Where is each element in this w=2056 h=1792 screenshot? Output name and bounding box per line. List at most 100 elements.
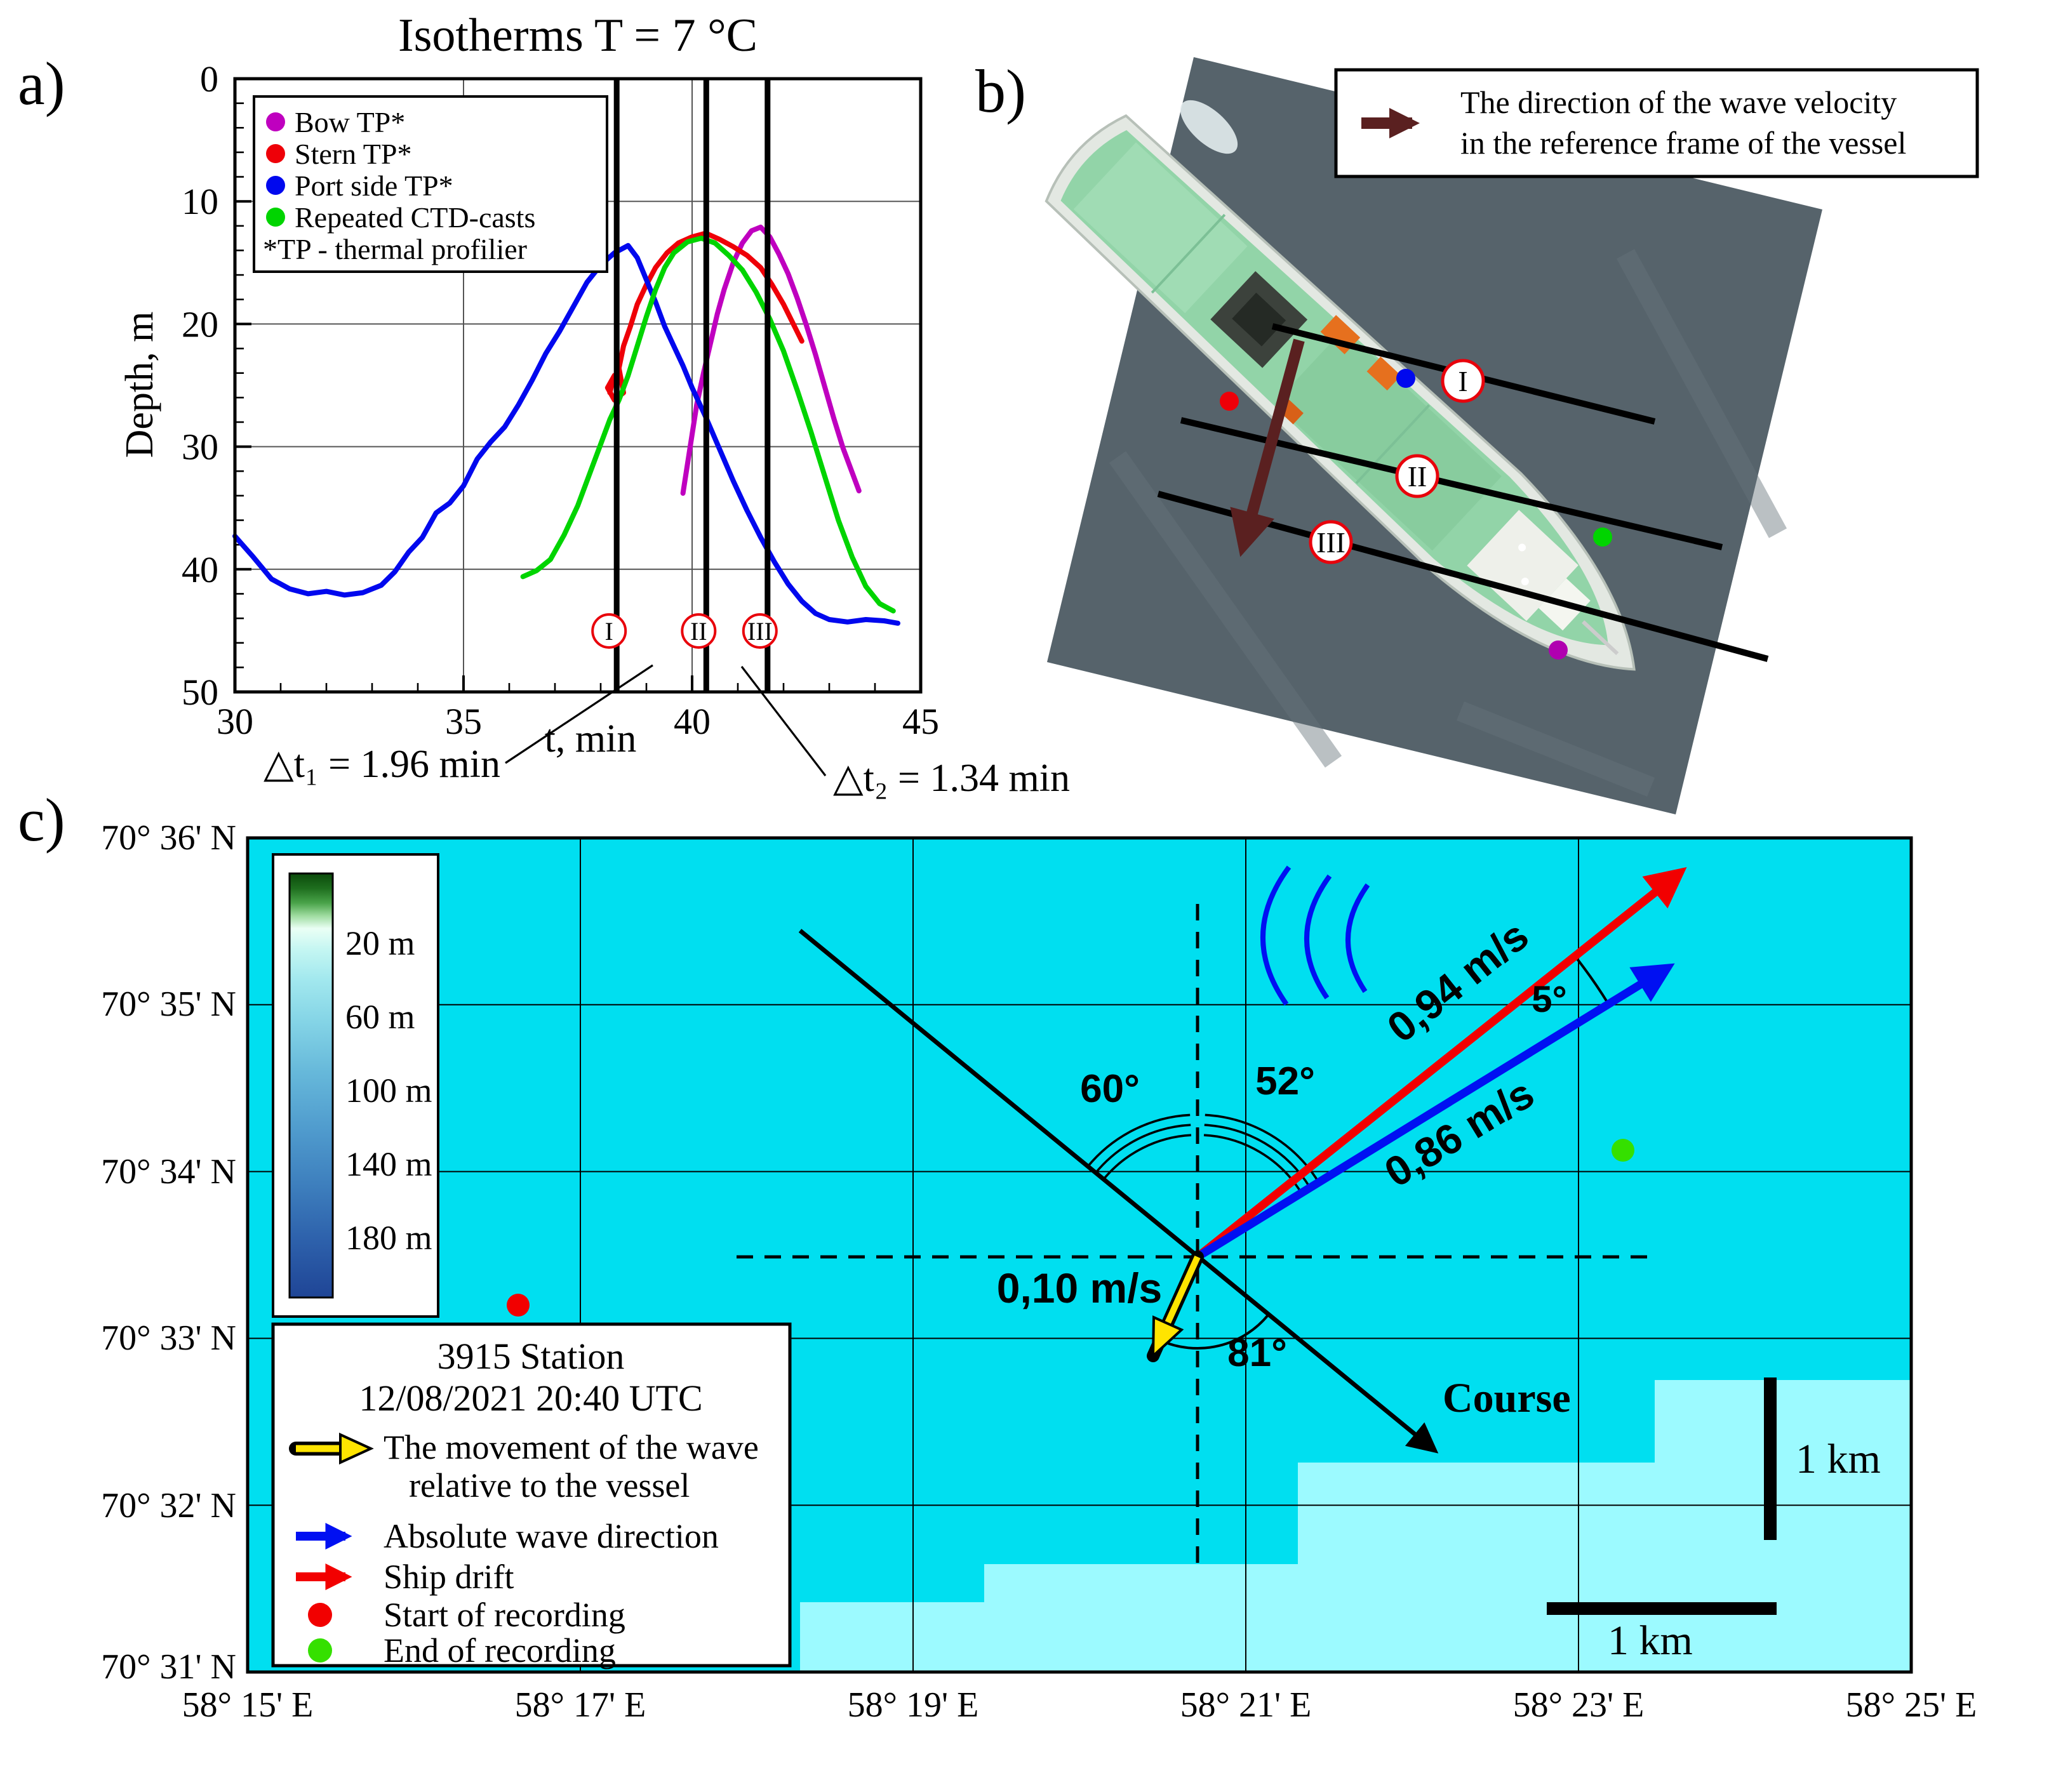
legend-box (1334, 68, 1979, 178)
transect-badge-label: I (1458, 365, 1467, 397)
legend-box (253, 95, 608, 273)
lon-label: 58° 17' E (515, 1685, 646, 1725)
yellow-arrow-icon (289, 1432, 374, 1465)
legend-item-label: Ship drift (384, 1558, 514, 1596)
red-dot-icon (308, 1603, 332, 1627)
map-axis-labels: 70° 36' N 70° 35' N 70° 34' N 70° 33' N … (101, 818, 1977, 1725)
lon-label: 58° 23' E (1513, 1685, 1645, 1725)
colorbar-label: 60 m (345, 998, 415, 1036)
lat-label: 70° 33' N (101, 1318, 236, 1358)
colorbar-gradient (288, 872, 334, 1299)
legend-label: Stern TP* (295, 138, 411, 170)
transect-badges: I II III (1309, 359, 1485, 564)
transect-badge-label: III (1316, 526, 1345, 559)
legend-line-2: in the reference frame of the vessel (1460, 125, 1906, 161)
ship-funnel (1232, 293, 1286, 347)
water-texture (1109, 249, 1787, 797)
start-recording-dot (507, 1294, 530, 1317)
deck-seam (1355, 404, 1431, 484)
lat-label: 70° 34' N (101, 1152, 236, 1191)
legend-marker (266, 112, 285, 131)
depth-colorbar: 20 m 60 m 100 m 140 m 180 m (272, 853, 439, 1318)
lon-label: 58° 25' E (1846, 1685, 1977, 1725)
plot-frame (233, 77, 923, 694)
shallow-area (800, 1380, 1911, 1672)
lon-label: 58° 15' E (182, 1685, 314, 1725)
deck-seam (1151, 213, 1226, 294)
relative-speed-label: 0,10 m/s (997, 1264, 1163, 1311)
x-axis-title: t, min (545, 717, 637, 760)
lifeboat-orange (1366, 356, 1401, 391)
legend-marker (266, 144, 285, 163)
chart-legend: Bow TP*Stern TP*Port side TP*Repeated CT… (253, 95, 608, 273)
angle-label-5: 5° (1532, 979, 1566, 1020)
end-recording-dot (1612, 1139, 1634, 1162)
transect-badge-circle (1395, 454, 1439, 498)
angle-arc-81 (1159, 1313, 1270, 1350)
lat-label: 70° 35' N (101, 985, 236, 1024)
lat-label: 70° 31' N (101, 1647, 236, 1687)
ship-wake-foam (1180, 100, 1238, 154)
series-repeated-ctd-casts (520, 236, 896, 614)
map-frame (246, 836, 1913, 1674)
angle-label-52: 52° (1255, 1059, 1315, 1103)
y-tick-label: 10 (182, 181, 218, 222)
legend-label: Bow TP* (295, 106, 405, 138)
legend-label: Repeated CTD-casts (295, 201, 535, 234)
angle-arcs-60 (1086, 1113, 1192, 1181)
ctd-dot (1593, 528, 1612, 547)
deck-detail (1518, 543, 1526, 552)
colorbar-label: 140 m (345, 1145, 432, 1183)
event-circle-III (742, 613, 778, 649)
legend-line-1: The direction of the wave velocity (1460, 84, 1897, 120)
event-circle-I (591, 613, 627, 649)
lat-label: 70° 36' N (101, 818, 236, 858)
course-line (798, 929, 1439, 1454)
panel-b-letter: b) (975, 57, 1026, 125)
legend-note: *TP - thermal profilier (263, 233, 527, 265)
legend-item-label: The movement of the wave (384, 1428, 759, 1466)
colorbar-label: 100 m (345, 1072, 432, 1110)
annotation-dt2: △t₂ = 1.34 min (833, 757, 1070, 800)
panel-a-letter: a) (18, 50, 65, 117)
y-tick-label: 50 (182, 672, 218, 713)
station-map-panel: c) Course (18, 786, 1977, 1725)
isotherm-chart-panel: a) Isotherms T = 7 °C 30 35 40 45 0 10 20 30 40 5… (18, 10, 1070, 800)
transect-badge-label: II (1408, 460, 1427, 493)
wave-direction-legend: The direction of the wave velocity in th… (1334, 68, 1979, 178)
transect-badge-circle (1441, 359, 1485, 403)
wave-velocity-arrow (1230, 338, 1305, 557)
lon-label: 58° 21' E (1180, 1685, 1312, 1725)
series-port-side-tp- (232, 242, 900, 626)
scale-bar: 1 km 1 km (1547, 1377, 1881, 1664)
bow-mast (1582, 620, 1619, 656)
series-bow-tp- (680, 224, 862, 496)
y-tick-label: 20 (182, 303, 218, 345)
bow-tp-dot (1549, 640, 1568, 660)
station-legend: 3915 Station 12/08/2021 20:40 UTC The mo… (271, 1322, 792, 1669)
legend-item-label: Absolute wave direction (384, 1517, 719, 1555)
legend-marker (266, 208, 285, 227)
ship-drift-vector (1194, 867, 1687, 1261)
station-title: 3915 Station (437, 1336, 625, 1377)
absolute-wave-vector (1195, 963, 1675, 1261)
lat-label: 70° 32' N (101, 1486, 236, 1525)
legend-label: Port side TP* (295, 169, 453, 202)
legend-item-label: End of recording (384, 1631, 616, 1669)
deck-section-mid (1274, 329, 1502, 551)
station-legend-box (271, 1322, 792, 1668)
chart-title: Isotherms T = 7 °C (398, 10, 758, 62)
x-tick-label: 30 (217, 701, 253, 742)
event-circle-II (681, 613, 717, 649)
research-vessel (1045, 114, 1636, 671)
bridge-superstructure (1467, 510, 1579, 621)
colorbar-label: 180 m (345, 1219, 432, 1257)
event-label-III: III (747, 617, 773, 646)
event-label-II: II (690, 617, 707, 646)
panel-c-letter: c) (18, 786, 65, 854)
annotation-leader-dt1 (505, 664, 653, 764)
annotation-leader-dt2 (740, 666, 827, 776)
y-tick-label: 0 (200, 58, 218, 100)
transect-badge-circle (1309, 520, 1353, 564)
